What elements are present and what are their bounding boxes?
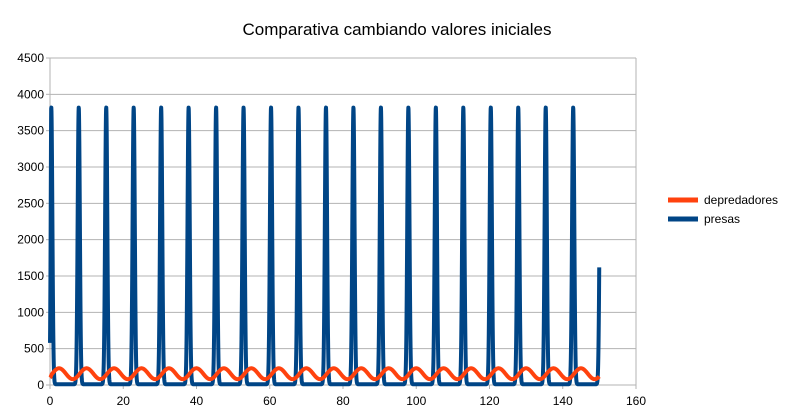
x-tick-label: 160 — [626, 394, 646, 408]
x-tick-label: 120 — [479, 394, 499, 408]
y-tick-label: 1000 — [17, 305, 44, 319]
legend-label-depredadores: depredadores — [704, 193, 778, 207]
plot-area — [48, 105, 602, 387]
x-tick-label: 80 — [336, 394, 350, 408]
y-tick-label: 2000 — [17, 233, 44, 247]
y-tick-label: 500 — [24, 342, 44, 356]
y-tick-label: 3000 — [17, 160, 44, 174]
x-tick-label: 20 — [117, 394, 131, 408]
x-tick-label: 60 — [263, 394, 277, 408]
chart-title: Comparativa cambiando valores iniciales — [243, 20, 552, 39]
x-tick-label: 140 — [553, 394, 573, 408]
series-line-depredadores — [48, 366, 602, 382]
x-tick-labels: 0 20 40 60 80 100 120 140 160 — [47, 394, 647, 408]
grid-lines — [50, 57, 636, 350]
y-tick-label: 4000 — [17, 87, 44, 101]
y-tick-label: 0 — [37, 378, 44, 392]
x-tick-label: 100 — [406, 394, 426, 408]
y-tick-label: 1500 — [17, 269, 44, 283]
x-tick-label: 40 — [190, 394, 204, 408]
x-tick-label: 0 — [47, 394, 54, 408]
legend: depredadores presas — [668, 193, 778, 226]
y-tick-label: 2500 — [17, 196, 44, 210]
series-line-presas — [48, 105, 602, 387]
legend-label-presas: presas — [704, 212, 740, 226]
y-tick-label: 4500 — [17, 51, 44, 65]
y-tick-label: 3500 — [17, 124, 44, 138]
y-tick-labels: 0 500 1000 1500 2000 2500 3000 3500 4000 4500 — [17, 51, 44, 392]
